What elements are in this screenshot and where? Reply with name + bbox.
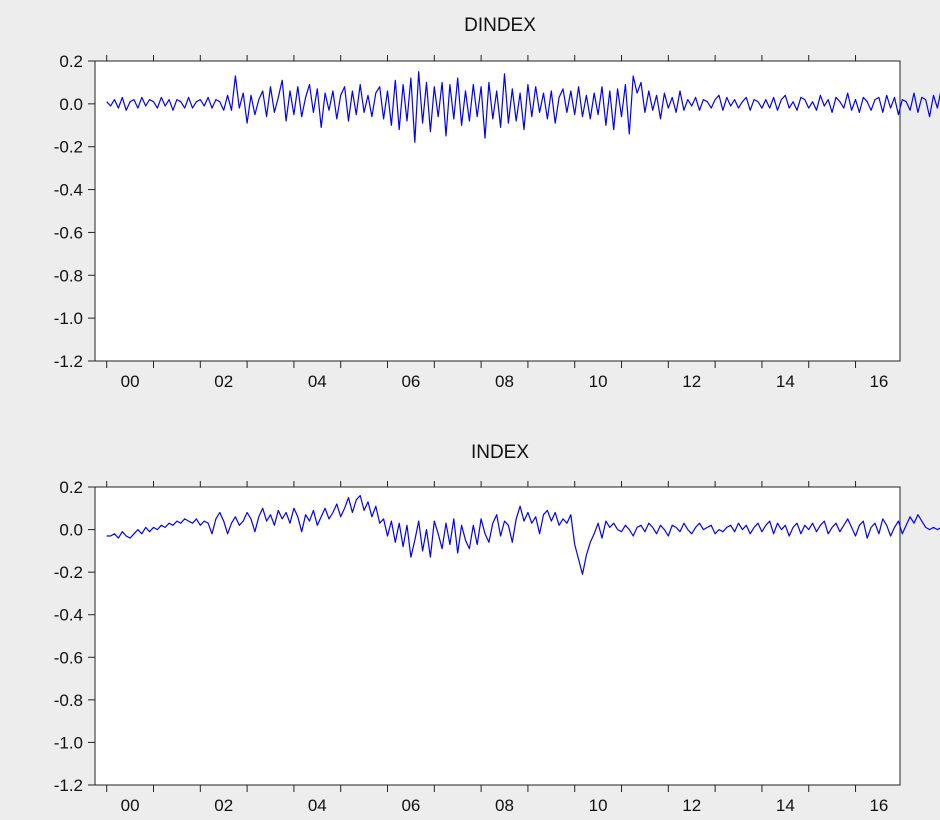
y-axis: 0.2 0.0 -0.2 -0.4 -0.6 -0.8 -1.0 -1.2 xyxy=(54,52,95,371)
y-tick-label: 0.2 xyxy=(59,478,83,497)
y-tick-label: -0.6 xyxy=(54,223,83,242)
x-tick-label: 12 xyxy=(682,372,701,391)
y-tick-label: -1.0 xyxy=(54,309,83,328)
y-tick-label: 0.0 xyxy=(59,521,83,540)
plot-area xyxy=(94,486,901,786)
series-line xyxy=(106,71,940,143)
x-tick-label: 06 xyxy=(401,796,420,815)
y-tick-label: -1.0 xyxy=(54,733,83,752)
plot-area xyxy=(94,60,901,362)
x-tick-label: 04 xyxy=(308,796,327,815)
x-tick-label: 00 xyxy=(121,796,140,815)
x-axis: 00 02 04 06 08 10 12 14 16 xyxy=(106,481,888,815)
y-tick-label: -0.8 xyxy=(54,266,83,285)
x-tick-label: 14 xyxy=(776,796,795,815)
chart-title: INDEX xyxy=(471,442,529,463)
panel-dindex: DINDEX 0.2 0.0 -0.2 -0.4 -0.6 -0.8 -1.0 -1.2 00… xyxy=(54,15,940,391)
y-tick-label: -1.2 xyxy=(54,352,83,371)
y-axis: 0.2 0.0 -0.2 -0.4 -0.6 -0.8 -1.0 -1.2 xyxy=(54,478,95,795)
x-tick-label: 10 xyxy=(589,796,608,815)
y-tick-label: -0.2 xyxy=(54,138,83,157)
x-tick-label: 04 xyxy=(308,372,327,391)
x-tick-label: 08 xyxy=(495,796,514,815)
y-tick-label: -0.8 xyxy=(54,691,83,710)
panel-index: INDEX 0.20.0-0.2-0.4-0.6-0.8-1.0-1.2 00 0… xyxy=(54,442,940,815)
x-tick-label: 16 xyxy=(869,796,888,815)
y-tick-label: -1.2 xyxy=(54,776,83,795)
y-tick-label: 0.0 xyxy=(59,95,83,114)
x-axis: 00 02 04 06 08 10 12 14 16 xyxy=(106,55,888,391)
y-tick-label: -0.4 xyxy=(54,181,83,200)
x-tick-label: 08 xyxy=(495,372,514,391)
x-tick-label: 16 xyxy=(869,372,888,391)
chart-title: DINDEX xyxy=(464,15,536,36)
x-tick-label: 10 xyxy=(589,372,608,391)
x-tick-label: 02 xyxy=(214,372,233,391)
x-tick-label: 14 xyxy=(776,372,795,391)
y-tick-label: -0.4 xyxy=(54,606,83,625)
x-tick-label: 02 xyxy=(214,796,233,815)
x-tick-label: 06 xyxy=(401,372,420,391)
x-tick-label: 12 xyxy=(682,796,701,815)
y-tick-label: -0.6 xyxy=(54,648,83,667)
x-tick-label: 00 xyxy=(121,372,140,391)
y-tick-label: 0.2 xyxy=(59,52,83,71)
y-tick-label: -0.2 xyxy=(54,563,83,582)
series-line xyxy=(106,494,940,575)
